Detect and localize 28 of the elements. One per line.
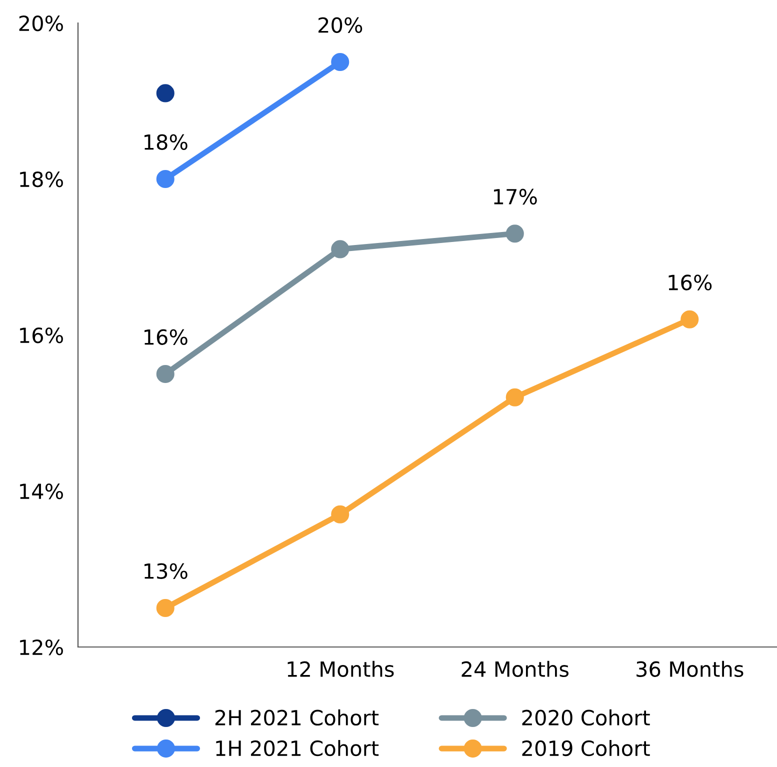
point (156, 84, 174, 102)
data-label: 18% (144, 134, 188, 150)
point (331, 52, 350, 72)
point (156, 170, 174, 188)
x-tick-label: 36 Months (636, 660, 744, 678)
y-tick-label: 16% (20, 327, 63, 344)
x-tick-label: 24 Months (462, 660, 568, 678)
legend-label: 2020 Cohort (522, 709, 650, 726)
data-label: 13% (144, 563, 188, 579)
legend-label: 2019 Cohort (522, 740, 650, 756)
point (506, 388, 524, 406)
data-label: 17% (494, 188, 537, 205)
x-tick-label: 12 Months (288, 660, 394, 678)
y-tick-label: 12% (20, 639, 63, 656)
point (156, 598, 174, 618)
point (680, 310, 699, 328)
point (156, 364, 174, 384)
point (331, 505, 350, 524)
legend-label: 2H 2021 Cohort (215, 709, 379, 726)
y-tick-label: 14% (20, 483, 63, 500)
data-label: 16% (144, 329, 188, 345)
legend-label: 1H 2021 Cohort (216, 740, 379, 756)
y-tick-label: 20% (19, 15, 63, 32)
data-label: 16% (668, 274, 712, 290)
point (506, 224, 524, 243)
y-tick-label: 18% (20, 171, 63, 188)
point (331, 240, 350, 258)
data-label: 20% (318, 17, 362, 33)
